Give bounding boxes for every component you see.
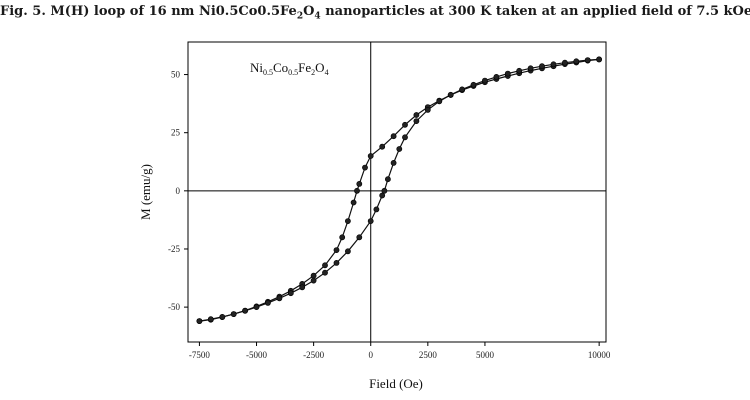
data-point (230, 311, 237, 317)
caption-prefix: Fig. 5. M(H) loop of 16 nm Ni0.5Co0.5Fe (0, 4, 297, 19)
data-point (527, 65, 534, 72)
x-tick-label: -5000 (246, 350, 267, 360)
data-point (322, 262, 328, 269)
data-point (350, 199, 357, 206)
series-line-ascending (199, 58, 600, 322)
data-point (424, 107, 431, 113)
data-point (356, 234, 363, 241)
caption-subscript-1: 2 (296, 11, 304, 22)
y-tick-label: -25 (168, 244, 180, 254)
data-point (396, 146, 403, 152)
inset-label-text: O (315, 60, 324, 75)
x-tick-label: -2500 (303, 350, 324, 360)
data-point (379, 192, 386, 199)
caption-suffix: nanoparticles at 300 K taken at an appli… (320, 4, 750, 19)
x-tick-label: -7500 (189, 350, 210, 360)
series-line-descending (199, 58, 600, 322)
data-point (354, 187, 360, 194)
data-point (310, 272, 317, 279)
x-tick-label: 0 (368, 350, 373, 360)
inset-label-text: Ni (250, 60, 263, 75)
data-point (584, 57, 591, 63)
y-axis-title: M (emu/g) (138, 164, 153, 220)
x-axis-ticks: -7500 -5000 -2500 0 2500 5000 10000 (189, 342, 611, 360)
data-point (253, 304, 260, 310)
inset-label-subscript: 0.5 (288, 68, 298, 77)
y-tick-label: 25 (171, 128, 181, 138)
data-point (333, 247, 340, 253)
inset-label-text: Fe (298, 60, 311, 75)
data-point (493, 74, 500, 80)
x-axis-title: Field (Oe) (369, 376, 423, 391)
data-point (470, 81, 477, 88)
data-point (322, 269, 328, 276)
data-point (196, 318, 203, 324)
data-point (573, 58, 580, 65)
data-point (310, 277, 317, 284)
x-tick-label: 10000 (588, 350, 611, 360)
data-point (413, 118, 420, 124)
data-point (481, 77, 488, 84)
plot-frame (187, 41, 607, 343)
data-point (287, 290, 294, 297)
data-point (379, 143, 386, 150)
data-point (381, 187, 388, 194)
figure-caption: Fig. 5. M(H) loop of 16 nm Ni0.5Co0.5Fe2… (0, 4, 750, 22)
data-point (373, 206, 380, 213)
data-point (344, 218, 351, 224)
data-point (390, 159, 397, 166)
data-point (562, 59, 568, 66)
y-tick-label: -50 (168, 302, 180, 312)
data-point (436, 98, 443, 105)
data-point (402, 134, 408, 141)
data-point (367, 153, 374, 159)
caption-mid: O (303, 4, 315, 19)
data-point (356, 180, 363, 187)
data-point (339, 234, 346, 241)
data-point (447, 91, 454, 98)
data-point (516, 67, 523, 74)
data-point (550, 61, 557, 68)
inset-composition-label: Ni0.5Co0.5Fe2O4 (250, 60, 329, 77)
y-tick-label: 50 (171, 70, 181, 80)
y-tick-label: 0 (176, 186, 181, 196)
caption-subscript-2: 4 (314, 11, 321, 22)
inset-label-subscript: 4 (325, 68, 329, 77)
data-point (596, 56, 602, 63)
data-point (219, 313, 226, 320)
data-point (459, 86, 465, 93)
data-point (413, 112, 420, 118)
data-point (344, 248, 351, 255)
series-layer (196, 56, 602, 324)
zero-lines (188, 42, 606, 342)
inset-label-subscript: 2 (311, 68, 315, 77)
data-point (504, 70, 511, 77)
data-point (362, 164, 368, 171)
inset-label-text: Co (273, 60, 288, 75)
data-point (242, 307, 248, 314)
data-point (264, 299, 271, 306)
data-point (299, 284, 306, 291)
data-point (207, 316, 214, 323)
data-point (333, 259, 340, 266)
data-point (367, 218, 374, 224)
x-tick-label: 2500 (419, 350, 438, 360)
data-point (539, 63, 545, 70)
inset-label-subscript: 0.5 (263, 68, 273, 77)
data-point (402, 121, 408, 128)
data-point (276, 295, 283, 302)
x-tick-label: 5000 (476, 350, 495, 360)
data-point (384, 176, 391, 183)
data-point (390, 133, 397, 140)
y-axis-ticks: 50 25 0 -25 -50 (168, 70, 188, 312)
